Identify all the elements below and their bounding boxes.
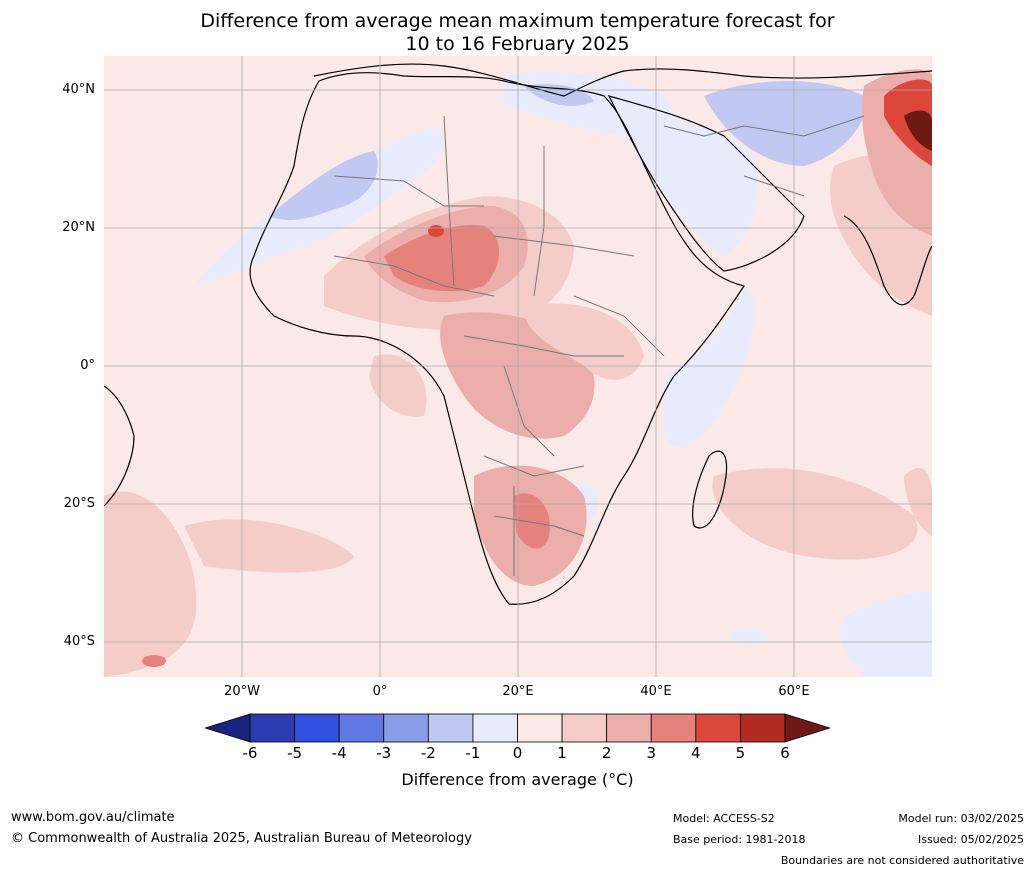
anomaly-indian-east xyxy=(904,467,932,536)
colorbar-cell xyxy=(695,713,741,743)
lat-label-40s: 40°S xyxy=(63,634,95,649)
arabia-coastline xyxy=(607,95,805,272)
footer-model-run: Model run: 03/02/2025 xyxy=(898,812,1024,825)
anomaly-cool-iran xyxy=(704,81,866,166)
colorbar-tick-label: 6 xyxy=(780,744,790,762)
map-title: Difference from average mean maximum tem… xyxy=(0,10,1035,56)
forecast-map xyxy=(104,56,932,677)
anomaly-indian-ocean xyxy=(712,468,918,560)
lat-label-40n: 40°N xyxy=(62,82,95,97)
anomaly-cool-southeast xyxy=(840,592,932,677)
europe-coastline xyxy=(313,63,932,97)
colorbar-max-arrow xyxy=(784,713,830,743)
madagascar-coastline xyxy=(692,450,728,529)
anomaly-small-cool-southwest-indian xyxy=(729,628,769,644)
footer-base-period: Base period: 1981-2018 xyxy=(673,833,806,846)
anomaly-hot-niger xyxy=(384,225,499,292)
lat-label-20s: 20°S xyxy=(63,496,95,511)
colorbar-cell xyxy=(561,713,608,743)
colorbar-label: Difference from average (°C) xyxy=(401,770,634,789)
colorbar-tick-label: 4 xyxy=(691,744,701,762)
colorbar-tick-label: 5 xyxy=(735,744,746,762)
anomaly-cool-morocco xyxy=(269,151,378,221)
lon-label-0: 0° xyxy=(372,684,388,699)
south-america-coastline xyxy=(104,385,135,507)
anomaly-hot-spot-niger xyxy=(428,225,444,237)
colorbar-cell xyxy=(740,713,786,743)
lon-label-20e: 20°E xyxy=(502,684,534,699)
lon-label-60e: 60°E xyxy=(778,684,810,699)
colorbar-tick-label: -1 xyxy=(465,744,481,762)
anomaly-extreme-hot xyxy=(904,110,932,151)
colorbar-cell xyxy=(472,713,518,743)
footer-website: www.bom.gov.au/climate xyxy=(11,810,175,825)
colorbar-cell xyxy=(294,713,340,743)
lon-label-40e: 40°E xyxy=(640,684,672,699)
lat-label-20n: 20°N xyxy=(62,220,95,235)
anomaly-warm-east-africa xyxy=(524,303,644,380)
title-line-2: 10 to 16 February 2025 xyxy=(405,33,630,55)
colorbar-tick-label: 0 xyxy=(512,744,523,762)
anomaly-small-hot-south xyxy=(142,655,166,667)
anomaly-gulf-guinea xyxy=(369,354,427,417)
colorbar-tick-label: -6 xyxy=(242,744,258,762)
colorbar-min-arrow xyxy=(205,713,251,743)
anomaly-south-atlantic-west xyxy=(104,491,197,677)
colorbar-tick-label: -5 xyxy=(287,744,303,762)
colorbar-cell xyxy=(517,713,563,743)
footer-model: Model: ACCESS-S2 xyxy=(673,812,775,825)
colorbar-tick-label: 2 xyxy=(601,744,612,762)
colorbar xyxy=(205,713,830,743)
colorbar-cell xyxy=(650,713,697,743)
anomaly-south-atlantic xyxy=(184,519,354,573)
country-borders xyxy=(333,115,865,576)
colorbar-cell xyxy=(383,713,429,743)
colorbar-cell xyxy=(427,713,474,743)
graticule xyxy=(104,56,932,677)
title-line-1: Difference from average mean maximum tem… xyxy=(200,10,835,32)
anomaly-hot-botswana xyxy=(514,493,550,549)
footer-issued: Issued: 05/02/2025 xyxy=(917,833,1024,846)
colorbar-tick-label: -4 xyxy=(331,744,347,762)
colorbar-tick-label: 1 xyxy=(557,744,567,762)
lon-label-20w: 20°W xyxy=(224,684,260,699)
colorbar-tick-label: -2 xyxy=(420,744,436,762)
colorbar-tick-label: -3 xyxy=(376,744,392,762)
colorbar-cell xyxy=(249,713,295,743)
colorbar-cell xyxy=(606,713,652,743)
colorbar-cell xyxy=(338,713,385,743)
anomaly-cool-arabia xyxy=(624,115,758,257)
colorbar-tick-label: 3 xyxy=(646,744,657,762)
footer-copyright: © Commonwealth of Australia 2025, Austra… xyxy=(11,831,472,846)
footer-disclaimer: Boundaries are not considered authoritat… xyxy=(780,854,1024,867)
lat-label-0: 0° xyxy=(80,358,95,373)
india-coastline xyxy=(843,215,932,306)
forecast-map-svg xyxy=(104,56,932,677)
